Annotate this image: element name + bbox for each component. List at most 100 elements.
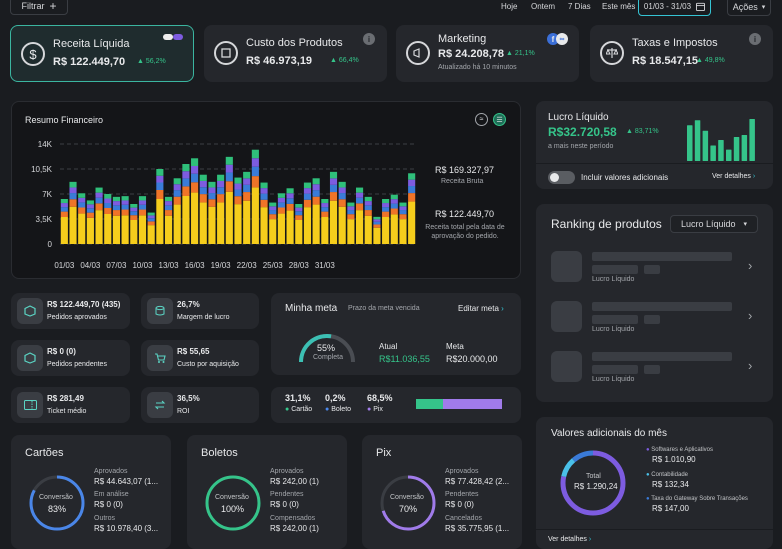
bar-segment xyxy=(356,192,364,198)
row-label: Pendentes xyxy=(270,491,304,498)
bar-segment xyxy=(373,216,381,220)
bar-segment xyxy=(251,166,259,177)
database-icon xyxy=(147,298,173,324)
bar-segment xyxy=(225,172,233,182)
bar-segment xyxy=(191,182,199,193)
method-card-label: Cartão xyxy=(291,406,313,413)
bar-segment xyxy=(182,178,190,187)
meta-icon: ∞ xyxy=(556,33,568,45)
additional-item-value: R$ 147,00 xyxy=(652,504,689,513)
bar-segment xyxy=(295,215,303,220)
period-today[interactable]: Hoje xyxy=(501,2,518,11)
ticket-icon xyxy=(17,392,43,418)
method-card-legend: ● Cartão xyxy=(285,406,312,413)
bar-segment xyxy=(390,214,398,244)
bar-segment xyxy=(86,200,94,205)
bar-segment xyxy=(182,171,190,179)
additional-details-link[interactable]: Ver detalhes › xyxy=(548,536,591,543)
bar-segment xyxy=(303,188,312,194)
product-thumbnail xyxy=(551,251,582,282)
bar-segment xyxy=(199,187,207,195)
date-range-picker[interactable]: 01/03 - 31/03 xyxy=(638,0,711,16)
ranking-item[interactable]: Lucro Líquido › xyxy=(536,248,773,292)
include-additional-toggle[interactable] xyxy=(548,171,575,184)
bar-segment xyxy=(399,214,407,220)
x-tick-label: 31/03 xyxy=(315,261,336,270)
kpi-title: Receita Líquida xyxy=(53,38,130,50)
bar-segment xyxy=(86,212,94,218)
net-profit-details-link[interactable]: Ver detalhes › xyxy=(712,173,755,180)
info-icon[interactable]: i xyxy=(749,33,761,45)
bar-segment xyxy=(156,182,164,190)
filter-button[interactable]: Filtrar + xyxy=(10,0,68,15)
bar-segment xyxy=(251,176,259,188)
actions-dropdown[interactable]: Ações ▾ xyxy=(727,0,771,16)
bar-segment xyxy=(408,179,416,187)
bar-segment xyxy=(104,194,112,199)
bar-segment xyxy=(286,203,294,211)
bar-segment xyxy=(225,164,233,173)
edit-goal-link[interactable]: Editar meta › xyxy=(458,304,504,313)
bar-segment xyxy=(217,180,225,188)
ranking-item[interactable]: Lucro Líquido › xyxy=(536,348,773,392)
ranking-title: Ranking de produtos xyxy=(551,217,662,231)
bar-segment xyxy=(338,181,346,188)
bar-segment xyxy=(147,221,155,226)
bar-segment xyxy=(295,207,303,212)
bar-segment xyxy=(286,193,294,199)
stat-value: R$ 122.449,70 (435) xyxy=(47,300,121,309)
bar-segment xyxy=(277,207,285,214)
bar-segment xyxy=(69,206,77,244)
net-profit-value: R$32.720,58 xyxy=(548,125,617,139)
stat-label: ROI xyxy=(177,408,190,415)
bar-segment xyxy=(156,175,164,183)
bar-segment xyxy=(225,181,233,192)
chart-toggle-icon[interactable]: ≈ xyxy=(475,113,488,126)
method-pix-label: Pix xyxy=(373,406,383,413)
chart-mode-icon[interactable]: ☰ xyxy=(493,113,506,126)
ranking-select-value: Lucro Líquido xyxy=(680,219,736,229)
bar-segment xyxy=(338,206,346,244)
conversion-ring xyxy=(380,475,436,531)
payment-methods-card: 31,1% ● Cartão 0,2% ● Boleto 68,5% ● Pix xyxy=(271,387,521,423)
gross-revenue-label: Receita Bruta xyxy=(441,178,484,185)
bar-segment xyxy=(347,210,355,215)
period-yesterday[interactable]: Ontem xyxy=(531,2,556,11)
period-7days[interactable]: 7 Dias xyxy=(568,2,591,11)
bar-segment xyxy=(312,196,320,205)
ranking-metric-select[interactable]: Lucro Líquido ▾ xyxy=(670,215,758,233)
bar-segment xyxy=(173,204,181,244)
bar-segment xyxy=(78,197,86,203)
package-icon xyxy=(17,345,43,371)
period-this-month[interactable]: Este mês xyxy=(602,2,636,11)
bar-segment xyxy=(217,202,225,244)
kpi-card-taxes[interactable]: Taxas e Impostos R$ 18.547,15 ▲ 49,8% i xyxy=(590,25,773,82)
row-label: Aprovados xyxy=(445,468,479,475)
legend-dot: ● xyxy=(646,472,650,478)
ranking-item[interactable]: Lucro Líquido › xyxy=(536,298,773,342)
additional-title: Valores adicionais do mês xyxy=(551,428,667,439)
kpi-card-net-revenue[interactable]: $ Receita Líquida R$ 122.449,70 ▲ 56,2% xyxy=(10,25,194,82)
method-boleto-pct: 0,2% xyxy=(325,393,346,403)
bar-segment xyxy=(147,212,155,216)
bar-segment xyxy=(321,199,329,204)
bar-segment xyxy=(156,199,164,244)
bar-segment xyxy=(382,203,390,208)
bar-segment xyxy=(60,217,68,244)
method-card-pct: 31,1% xyxy=(285,393,311,403)
product-name-placeholder xyxy=(592,302,732,311)
kpi-value: R$ 46.973,19 xyxy=(246,55,313,67)
kpi-change: ▲ 21,1% xyxy=(506,50,535,57)
bar-segment xyxy=(321,203,329,208)
chevron-right-icon: › xyxy=(748,258,753,273)
kpi-card-marketing[interactable]: Marketing R$ 24.208,78 ▲ 21,1% Atualizad… xyxy=(396,25,579,82)
x-tick-label: 28/03 xyxy=(289,261,310,270)
kpi-card-product-cost[interactable]: Custo dos Produtos R$ 46.973,19 ▲ 66,4% … xyxy=(204,25,387,82)
info-icon[interactable]: i xyxy=(363,33,375,45)
legend-dot: ● xyxy=(367,406,372,413)
bar-segment xyxy=(312,190,320,197)
bar-segment xyxy=(277,193,285,198)
bar-segment xyxy=(356,203,364,211)
additional-item-value: R$ 132,34 xyxy=(652,480,689,489)
goal-note: Prazo da meta vencida xyxy=(348,305,420,312)
